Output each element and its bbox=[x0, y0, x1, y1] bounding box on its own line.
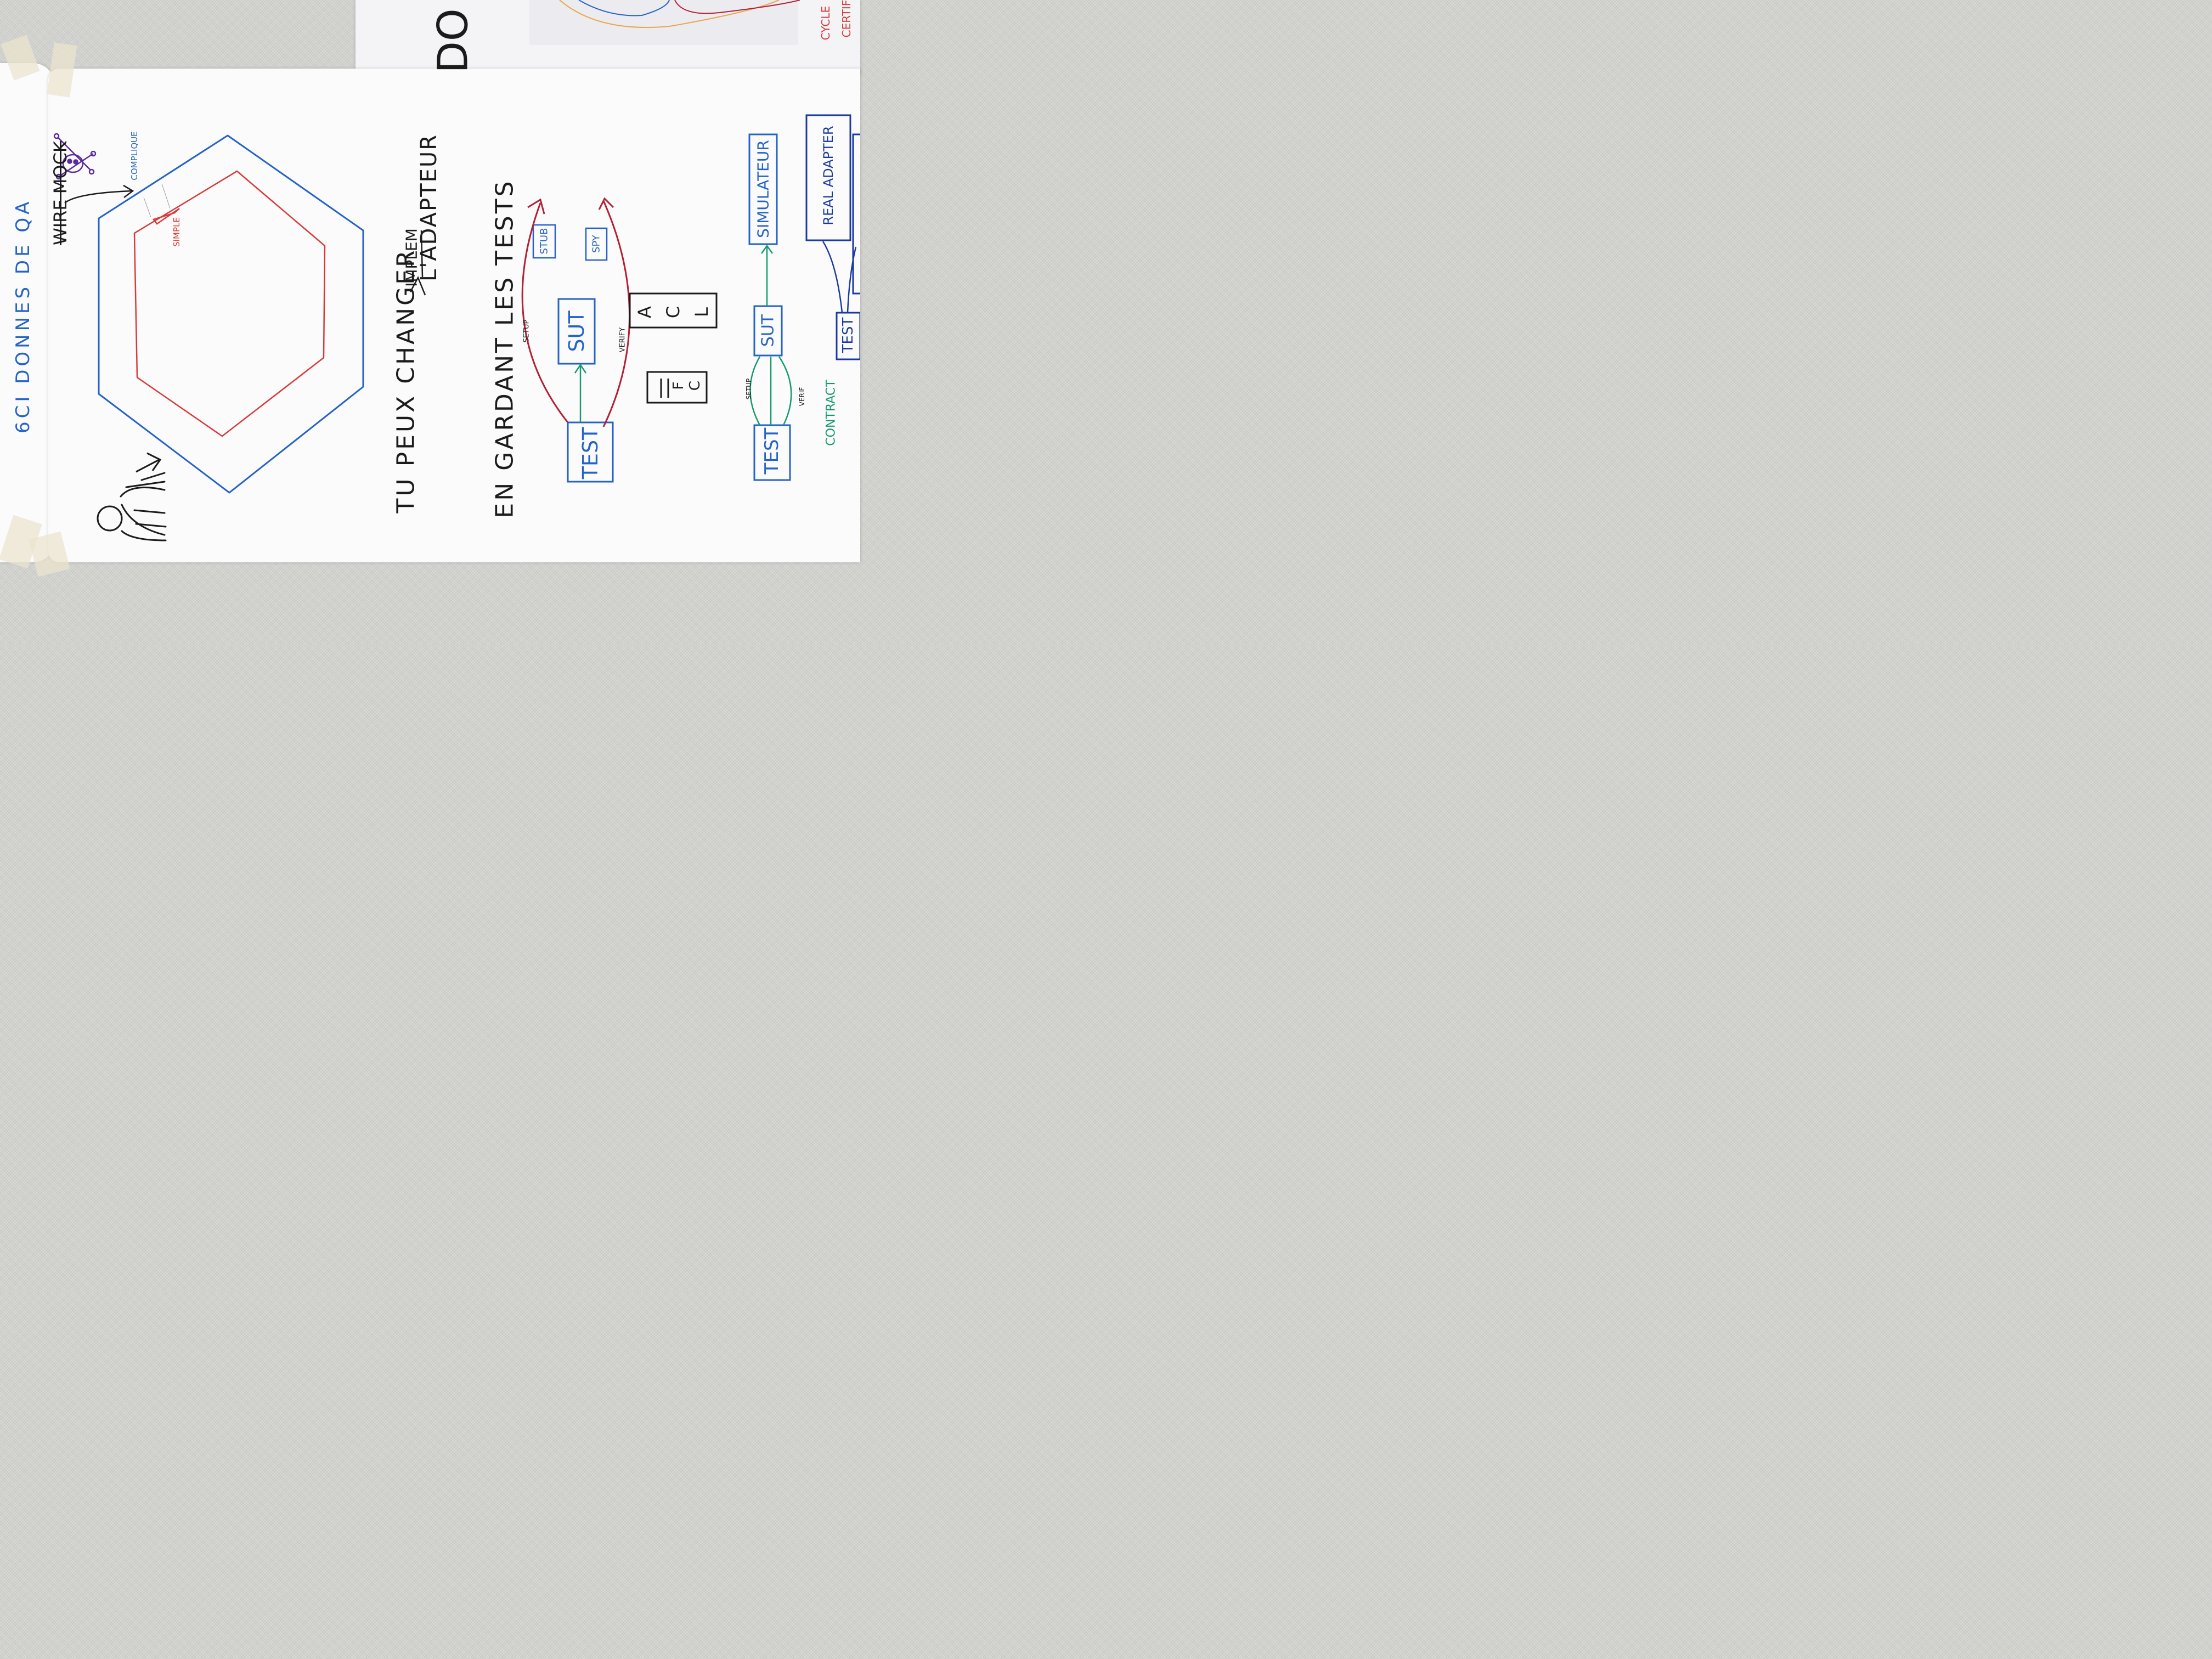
bottom-sut-to-sim-arrow-head bbox=[760, 244, 774, 254]
mock-arrow bbox=[64, 190, 132, 204]
stick-user-icon bbox=[97, 472, 167, 541]
bottom-setup-label: SETUP bbox=[745, 378, 753, 400]
top-sut-label: SUT bbox=[565, 311, 589, 352]
main-sheet bbox=[48, 69, 860, 562]
fc-letter-c: C bbox=[687, 380, 703, 391]
acl-letter-a: A bbox=[634, 306, 655, 318]
verify-label: VERIFY bbox=[618, 327, 627, 353]
spy-label: SPY bbox=[590, 235, 602, 253]
outer-hexagon bbox=[98, 134, 364, 494]
right-edge-box bbox=[852, 133, 860, 295]
stub-box bbox=[532, 224, 556, 259]
user-arrow-head bbox=[146, 452, 162, 471]
main-line-2: EN GARDANT LES TESTS bbox=[490, 179, 519, 518]
right-arrows bbox=[822, 241, 857, 313]
spy-box bbox=[585, 227, 608, 261]
top-red-line-1: CYCLE bbox=[819, 5, 832, 41]
right-test-label: TEST bbox=[840, 317, 856, 353]
left-sheet-text: 6CI DONNES DE QA bbox=[12, 198, 34, 433]
bottom-test-box bbox=[753, 424, 791, 481]
bottom-sut-label: SUT bbox=[758, 314, 778, 347]
drawings bbox=[53, 0, 860, 541]
setup-arc bbox=[521, 202, 569, 423]
top-sheet-grid-panel bbox=[529, 0, 798, 45]
real-adapter-label: REAL ADAPTER bbox=[821, 126, 836, 225]
verify-arc-head bbox=[598, 197, 614, 210]
fc-letter-f: F bbox=[670, 381, 687, 390]
simulator-label: SIMULATEUR bbox=[754, 140, 772, 238]
left-sheet bbox=[0, 63, 55, 562]
top-red-line-2: CERTIF bbox=[840, 0, 853, 38]
top-sut-box bbox=[557, 298, 596, 365]
insert-caret bbox=[409, 230, 426, 296]
user-arrow bbox=[136, 459, 160, 473]
bottom-verif-label: VERIF bbox=[798, 387, 806, 407]
pencil-sketch bbox=[143, 183, 171, 218]
setup-label: SETUP bbox=[522, 319, 531, 343]
top-sheet-ellipses bbox=[559, 0, 800, 28]
complique-label: COMPLIQUE bbox=[129, 131, 139, 180]
bottom-sut-box bbox=[753, 305, 783, 357]
top-test-box bbox=[567, 421, 614, 483]
top-test-label: TEST bbox=[578, 427, 602, 479]
bottom-setup-arc bbox=[749, 356, 761, 426]
red-adapter-mark bbox=[152, 207, 180, 225]
top-test-to-sut-arrow-head bbox=[574, 363, 587, 374]
bottom-verif-arc bbox=[778, 356, 792, 426]
right-test-box bbox=[836, 312, 860, 360]
main-line-1: TU PEUX CHANGER bbox=[392, 248, 420, 514]
simulator-box bbox=[748, 133, 778, 245]
stub-label: STUB bbox=[538, 228, 550, 255]
acl-letter-l: L bbox=[691, 307, 712, 317]
bottom-test-label: TEST bbox=[761, 427, 783, 475]
crossed-mock-label: WIRE MOCK bbox=[50, 141, 71, 245]
mock-arrow-head bbox=[123, 184, 134, 198]
main-line-1-end: L'ADAPTEUR bbox=[416, 133, 442, 281]
fc-box bbox=[646, 371, 708, 404]
simple-label: SIMPLE bbox=[172, 217, 182, 247]
setup-arc-head bbox=[527, 198, 545, 215]
acl-box bbox=[629, 292, 718, 329]
skull-crossbones-icon bbox=[53, 133, 97, 180]
top-big-letters: DO bbox=[428, 8, 477, 74]
contract-label: CONTRACT bbox=[824, 380, 838, 446]
acl-letter-c: C bbox=[663, 306, 684, 319]
inner-hexagon bbox=[133, 170, 326, 437]
real-adapter-box bbox=[805, 114, 851, 241]
